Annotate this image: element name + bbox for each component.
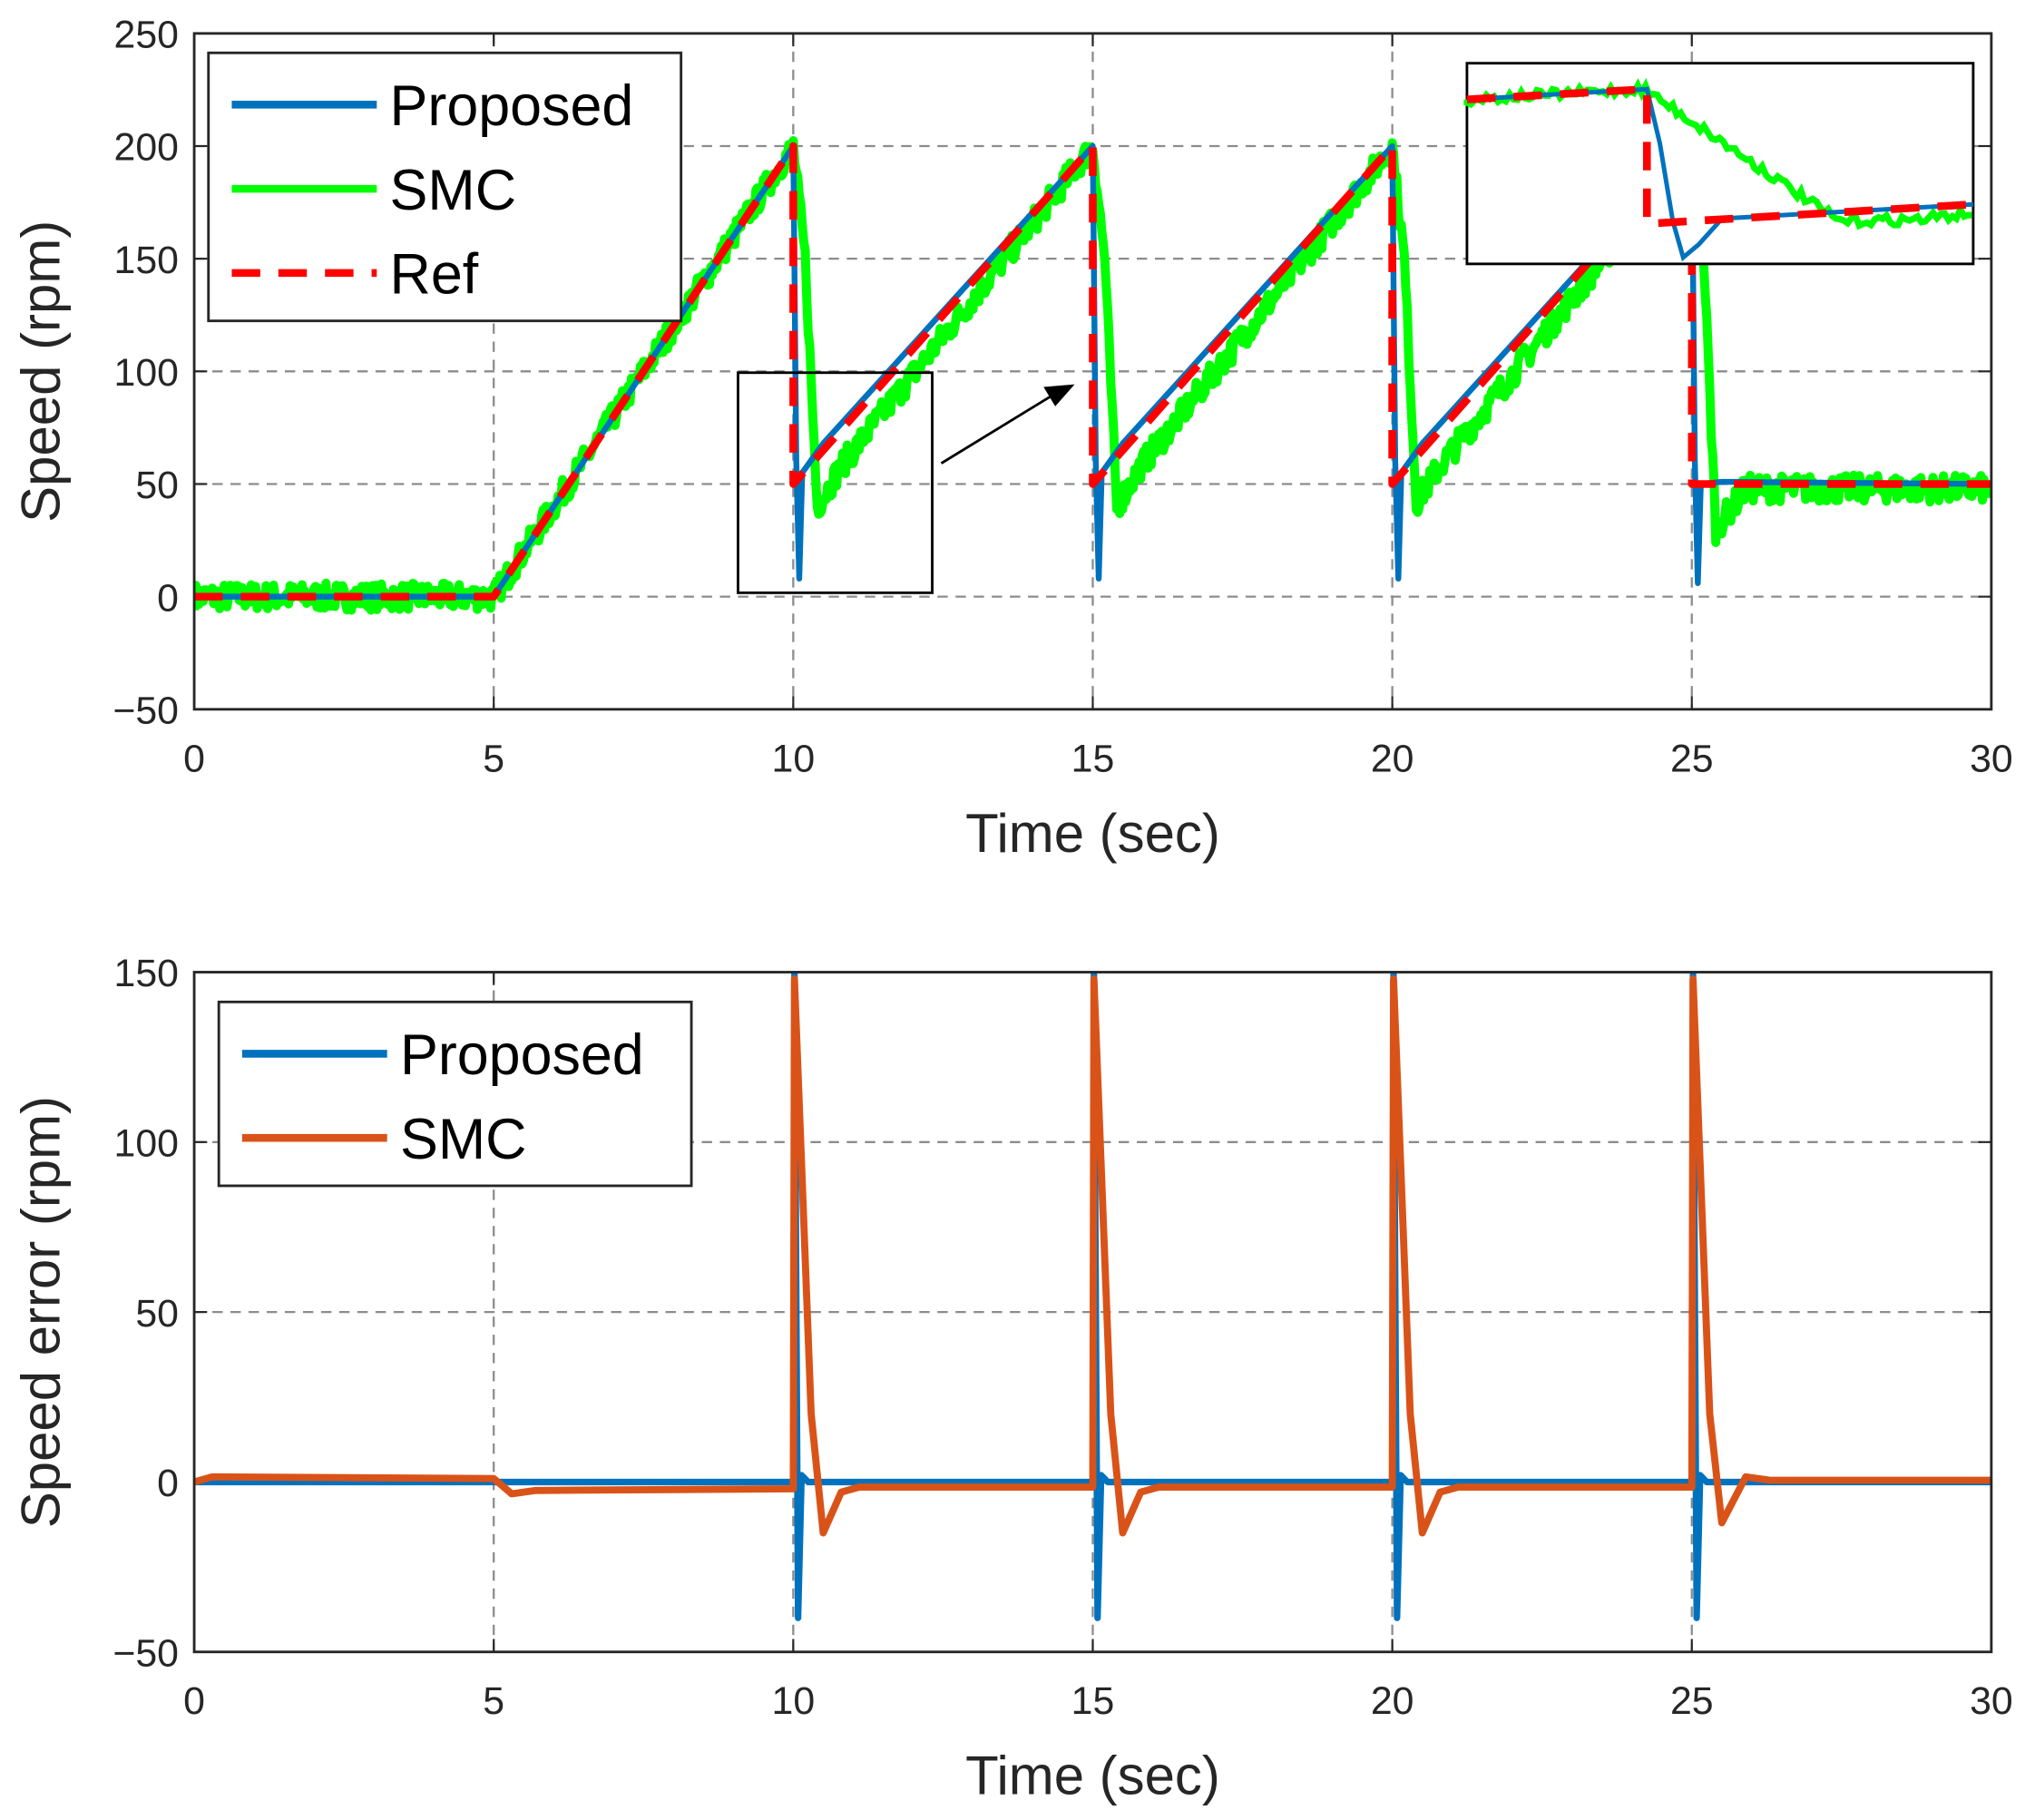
legend-label-smc: SMC bbox=[390, 159, 517, 222]
legend-label-proposed: Proposed bbox=[400, 1023, 644, 1087]
y-tick-label: −50 bbox=[112, 689, 179, 732]
legend-label-smc: SMC bbox=[400, 1108, 527, 1171]
y-tick-label: 0 bbox=[157, 576, 179, 620]
zoom-arrow-line bbox=[940, 395, 1052, 465]
legend-label-ref: Ref bbox=[390, 243, 479, 307]
y-tick-label: 100 bbox=[114, 351, 179, 395]
series-line-proposed bbox=[194, 142, 1991, 600]
y-axis-label: Speed (rpm) bbox=[11, 220, 72, 523]
x-tick-label: 15 bbox=[1071, 737, 1115, 780]
inset-ref-line bbox=[1466, 84, 1974, 229]
series-line-smc bbox=[194, 975, 1991, 1537]
series-group bbox=[194, 972, 1991, 1621]
legend-label-proposed: Proposed bbox=[390, 74, 634, 138]
axes-box bbox=[192, 32, 1993, 711]
y-tick-label: 150 bbox=[114, 952, 179, 995]
x-tick-label: 25 bbox=[1670, 737, 1714, 780]
x-tick-label: 0 bbox=[183, 737, 205, 780]
x-tick-label: 5 bbox=[483, 737, 504, 780]
inset-zoom bbox=[1463, 62, 1975, 266]
x-tick-label: 10 bbox=[772, 737, 816, 780]
zoom-region-box bbox=[737, 371, 934, 594]
y-tick-label: 0 bbox=[157, 1462, 179, 1505]
zoom-arrow-head bbox=[1043, 384, 1075, 406]
legend: Proposed SMC bbox=[217, 1000, 693, 1188]
x-tick-label: 30 bbox=[1970, 1679, 2013, 1723]
x-tick-label: 5 bbox=[483, 1679, 504, 1723]
y-tick-label: 50 bbox=[135, 1292, 179, 1336]
y-tick-label: 100 bbox=[114, 1122, 179, 1166]
legend-box bbox=[217, 1000, 693, 1188]
x-tick-label: 25 bbox=[1670, 1679, 1714, 1723]
x-axis-label: Time (sec) bbox=[965, 803, 1220, 864]
y-tick-label: −50 bbox=[112, 1631, 179, 1675]
y-tick-label: 150 bbox=[114, 239, 179, 282]
x-tick-label: 10 bbox=[772, 1679, 816, 1723]
y-tick-label: 250 bbox=[114, 14, 179, 57]
y-axis-label: Speed error (rpm) bbox=[11, 1096, 72, 1528]
y-tick-label: 200 bbox=[114, 126, 179, 170]
x-tick-label: 20 bbox=[1371, 737, 1414, 780]
x-tick-label: 0 bbox=[183, 1679, 205, 1723]
x-tick-label: 20 bbox=[1371, 1679, 1414, 1723]
x-axis-label: Time (sec) bbox=[965, 1746, 1220, 1806]
legend: Proposed SMC Ref bbox=[207, 51, 683, 323]
y-tick-label: 50 bbox=[135, 464, 179, 507]
axes-box bbox=[192, 971, 1993, 1654]
x-tick-label: 30 bbox=[1970, 737, 2013, 780]
x-tick-label: 15 bbox=[1071, 1679, 1115, 1723]
